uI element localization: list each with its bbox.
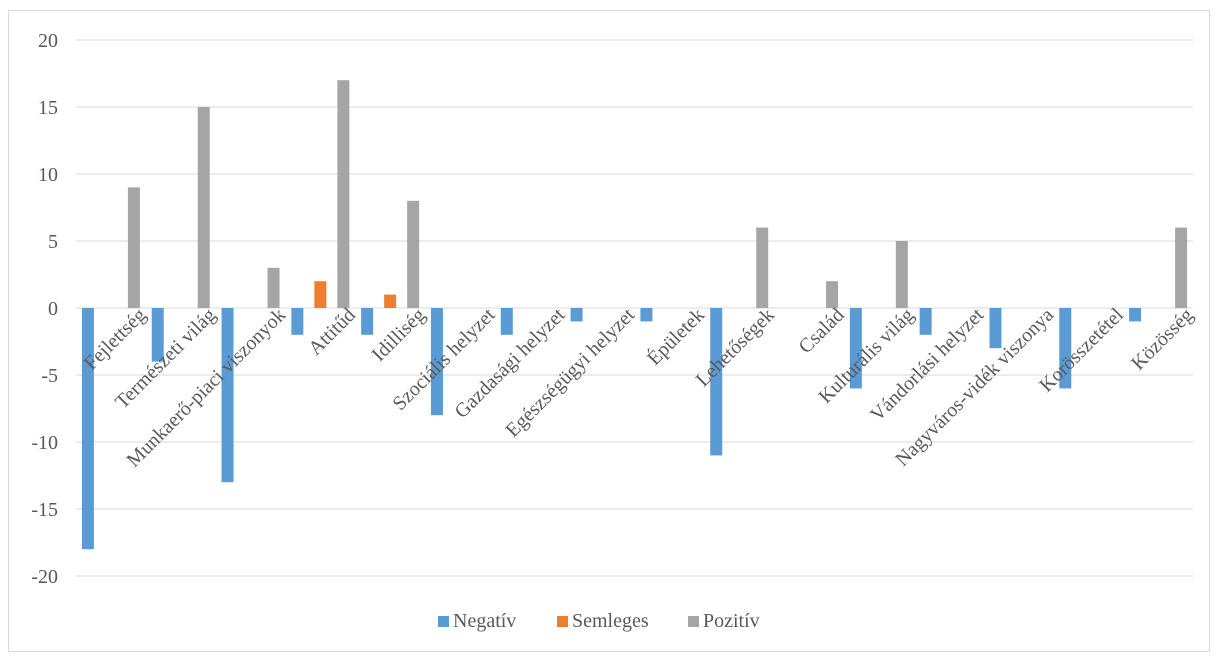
bar-pozitív-4: [407, 200, 420, 308]
legend-swatch-semleges: [557, 616, 568, 627]
bar-negatív-15: [1129, 308, 1142, 322]
bar-negatív-14: [1059, 308, 1072, 389]
bar-negatív-1: [151, 308, 164, 362]
bar-semleges-4: [384, 294, 397, 308]
bar-negatív-8: [640, 308, 653, 322]
bar-pozitív-15: [1175, 227, 1188, 308]
bars: [81, 80, 1188, 550]
y-tick-label: -5: [41, 365, 58, 387]
bar-pozitív-11: [895, 241, 908, 308]
bar-pozitív-1: [197, 107, 210, 308]
bar-semleges-3: [314, 281, 327, 308]
y-tick-label: 10: [38, 164, 58, 186]
legend-label: Semleges: [572, 610, 649, 632]
legend-label: Pozitív: [703, 610, 760, 632]
bar-negatív-3: [291, 308, 304, 335]
y-tick-label: 20: [38, 30, 58, 52]
legend-label: Negatív: [453, 610, 516, 632]
legend-swatch-negatív: [438, 616, 449, 627]
bar-negatív-13: [989, 308, 1002, 349]
bar-negatív-12: [919, 308, 932, 335]
gridlines: [76, 39, 1193, 577]
y-tick-label: -20: [31, 566, 58, 588]
bar-negatív-7: [570, 308, 583, 322]
bar-pozitív-0: [127, 187, 140, 308]
bar-pozitív-2: [267, 267, 280, 308]
bar-pozitív-9: [756, 227, 769, 308]
y-tick-label: -15: [31, 499, 58, 521]
y-axis-ticks: 20 15 10 5 0 -5 -10 -15 -20: [31, 30, 58, 588]
category-label: Család: [795, 304, 849, 358]
y-tick-label: 0: [48, 298, 58, 320]
bar-negatív-4: [361, 308, 374, 335]
bar-negatív-5: [430, 308, 443, 416]
legend-swatch-pozitív: [688, 616, 699, 627]
category-label: Egészségügyi helyzet: [501, 304, 639, 442]
y-tick-label: -10: [31, 432, 58, 454]
y-tick-label: 5: [48, 231, 58, 253]
bar-negatív-6: [500, 308, 513, 335]
bar-negatív-0: [81, 308, 94, 550]
legend: Negatív Semleges Pozitív: [438, 610, 760, 632]
bar-pozitív-10: [826, 281, 839, 308]
bar-negatív-2: [221, 308, 234, 483]
bar-pozitív-3: [337, 80, 350, 308]
bar-negatív-11: [849, 308, 862, 389]
bar-negatív-9: [710, 308, 723, 456]
category-label: Attitűd: [304, 304, 360, 360]
y-tick-label: 15: [38, 97, 58, 119]
category-label: Idilliség: [368, 304, 430, 366]
